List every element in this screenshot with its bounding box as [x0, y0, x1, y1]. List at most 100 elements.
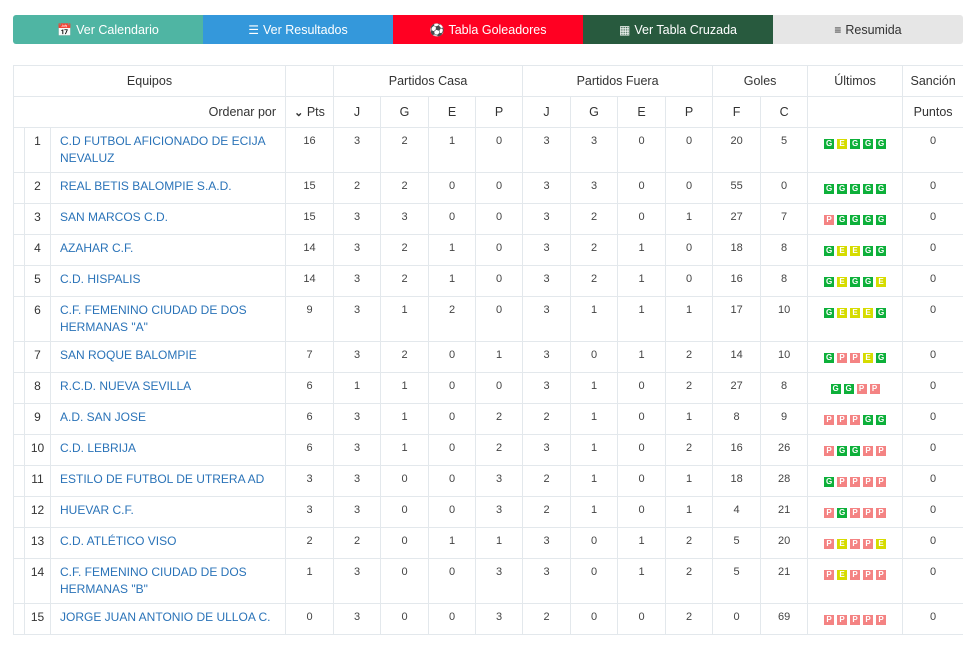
- stat-fp: 2: [665, 341, 714, 373]
- nav-button-2[interactable]: ⚽ Tabla Goleadores: [393, 15, 583, 44]
- stat-gc: 21: [760, 496, 809, 528]
- table-row: 4 AZAHAR C.F. 14 3 2 1 0 3 2 1 0 18 8 G E E G G 0: [13, 234, 963, 266]
- chevron-down-icon: ⌄: [294, 107, 304, 119]
- table-row: 12 HUEVAR C.F. 3 3 0 0 3 2 1 0 1 4 21 P G P P P 0: [13, 496, 963, 528]
- team-link[interactable]: AZAHAR C.F.: [49, 234, 287, 266]
- stat-ce: 1: [428, 265, 477, 297]
- result-badge: P: [863, 539, 874, 549]
- team-link[interactable]: A.D. SAN JOSE: [49, 403, 287, 435]
- stat-cg: 0: [380, 603, 430, 635]
- team-link[interactable]: C.D. ATLÉTICO VISO: [49, 527, 287, 559]
- team-link[interactable]: JORGE JUAN ANTONIO DE ULLOA C.: [49, 603, 287, 635]
- result-badge: P: [863, 508, 874, 518]
- team-link[interactable]: R.C.D. NUEVA SEVILLA: [49, 372, 287, 404]
- stat-gc: 21: [760, 558, 809, 604]
- sancion-puntos: 0: [902, 403, 963, 435]
- stat-cp: 3: [475, 496, 524, 528]
- stat-ce: 0: [428, 496, 477, 528]
- result-badge: E: [837, 570, 848, 580]
- result-badge: P: [850, 415, 861, 425]
- team-link[interactable]: C.D. LEBRIJA: [49, 434, 287, 466]
- stat-cg: 0: [380, 496, 430, 528]
- stat-pts: 1: [285, 558, 335, 604]
- position: 15: [24, 603, 51, 635]
- team-link[interactable]: SAN ROQUE BALOMPIE: [49, 341, 287, 373]
- stat-fe: 0: [617, 203, 667, 235]
- team-link[interactable]: C.D. HISPALIS: [49, 265, 287, 297]
- stat-gf: 14: [712, 341, 762, 373]
- position: 8: [24, 372, 51, 404]
- stat-pts: 2: [285, 527, 335, 559]
- sancion-puntos: 0: [902, 434, 963, 466]
- stat-fg: 1: [570, 372, 619, 404]
- stat-ce: 0: [428, 172, 477, 204]
- result-badge: G: [837, 184, 848, 194]
- team-link[interactable]: C.F. FEMENINO CIUDAD DE DOS HERMANAS "B": [49, 558, 287, 604]
- list-icon: ☰: [248, 22, 259, 37]
- result-badge: E: [850, 246, 861, 256]
- calculator-icon: ▦: [619, 22, 631, 37]
- stat-pts: 14: [285, 234, 335, 266]
- nav-button-3[interactable]: ▦ Ver Tabla Cruzada: [583, 15, 773, 44]
- row-marker: [13, 403, 25, 435]
- nav-button-1[interactable]: ☰ Ver Resultados: [203, 15, 393, 44]
- stat-gf: 5: [712, 558, 762, 604]
- stat-fg: 2: [570, 203, 619, 235]
- result-badge: G: [843, 384, 854, 394]
- stat-cg: 2: [380, 341, 430, 373]
- nav-button-0[interactable]: 📅 Ver Calendario: [13, 15, 203, 44]
- stat-fp: 0: [665, 265, 714, 297]
- result-badge: G: [876, 215, 887, 225]
- team-link[interactable]: C.F. FEMENINO CIUDAD DE DOS HERMANAS "A": [49, 296, 287, 342]
- stat-fp: 1: [665, 403, 714, 435]
- result-badge: G: [876, 184, 887, 194]
- team-link[interactable]: ESTILO DE FUTBOL DE UTRERA AD: [49, 465, 287, 497]
- team-link[interactable]: C.D FUTBOL AFICIONADO DE ECIJA NEVALUZ: [49, 127, 287, 173]
- header-goles: Goles: [712, 65, 809, 97]
- result-badge: P: [863, 446, 874, 456]
- stat-fj: 3: [522, 265, 572, 297]
- result-badge: G: [876, 139, 887, 149]
- sort-pts-button[interactable]: ⌄ Pts: [285, 96, 335, 128]
- result-badge: G: [876, 308, 887, 318]
- stat-gc: 20: [760, 527, 809, 559]
- stat-fp: 0: [665, 172, 714, 204]
- col-fuera-j: J: [522, 96, 572, 128]
- col-casa-j: J: [333, 96, 382, 128]
- team-link[interactable]: HUEVAR C.F.: [49, 496, 287, 528]
- result-badge: E: [837, 539, 848, 549]
- result-badge: G: [863, 277, 874, 287]
- stat-fg: 0: [570, 527, 619, 559]
- view-toolbar: 📅 Ver Calendario ☰ Ver Resultados ⚽ Tabla Gol…: [13, 15, 963, 44]
- stat-fe: 0: [617, 403, 667, 435]
- stat-cp: 2: [475, 403, 524, 435]
- result-badge: P: [876, 446, 887, 456]
- sancion-puntos: 0: [902, 465, 963, 497]
- result-badge: G: [863, 184, 874, 194]
- result-badge: P: [876, 508, 887, 518]
- stat-fe: 1: [617, 296, 667, 342]
- stat-ce: 2: [428, 296, 477, 342]
- stat-gc: 8: [760, 234, 809, 266]
- team-link[interactable]: REAL BETIS BALOMPIE S.A.D.: [49, 172, 287, 204]
- result-badge: E: [850, 308, 861, 318]
- header-equipos: Equipos: [12, 65, 287, 97]
- stat-gf: 18: [712, 465, 762, 497]
- stat-pts: 0: [285, 603, 335, 635]
- stat-gc: 7: [760, 203, 809, 235]
- stat-pts: 6: [285, 434, 335, 466]
- nav-button-4[interactable]: ≡ Resumida: [773, 15, 963, 44]
- stat-gf: 27: [712, 372, 762, 404]
- result-badge: P: [876, 570, 887, 580]
- stat-fe: 1: [617, 234, 667, 266]
- stat-fe: 1: [617, 558, 667, 604]
- table-row: 8 R.C.D. NUEVA SEVILLA 6 1 1 0 0 3 1 0 2 27 8 G G P P 0: [13, 372, 963, 404]
- stat-cj: 3: [333, 341, 382, 373]
- sancion-puntos: 0: [902, 496, 963, 528]
- stat-cg: 0: [380, 558, 430, 604]
- team-link[interactable]: SAN MARCOS C.D.: [49, 203, 287, 235]
- stat-gf: 27: [712, 203, 762, 235]
